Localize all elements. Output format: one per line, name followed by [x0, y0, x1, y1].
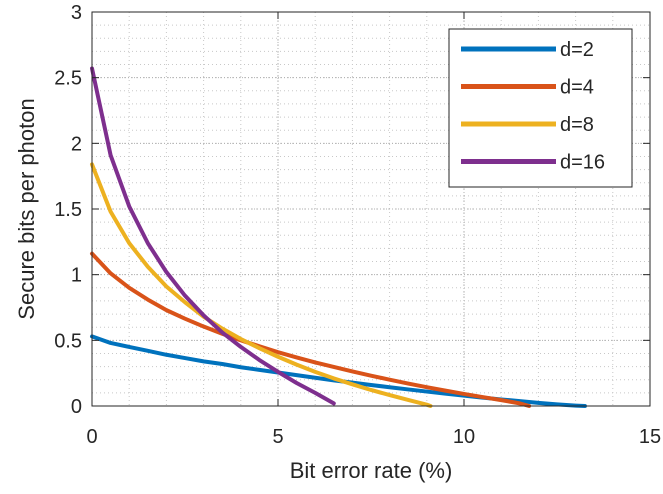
legend-label: d=16: [560, 152, 605, 174]
y-tick-label: 2: [71, 133, 82, 155]
x-tick-labels: 0 5 10 15: [86, 426, 661, 448]
x-tick-label: 10: [453, 426, 475, 448]
legend-label: d=2: [560, 39, 594, 61]
y-tick-label: 0.5: [54, 330, 82, 352]
y-axis-title: Secure bits per photon: [14, 98, 39, 319]
legend: d=2 d=4 d=8 d=16: [448, 28, 633, 188]
series-line-d-16: [90, 66, 336, 406]
x-tick-label: 5: [272, 426, 283, 448]
legend-label: d=8: [560, 114, 594, 136]
x-axis-title: Bit error rate (%): [290, 458, 453, 483]
x-tick-label: 0: [86, 426, 97, 448]
y-tick-label: 1: [71, 265, 82, 287]
series-line-d-4: [90, 251, 532, 408]
legend-label: d=4: [560, 77, 594, 99]
series-line-d-8: [90, 162, 433, 408]
x-tick-label: 15: [639, 426, 661, 448]
y-tick-label: 3: [71, 2, 82, 24]
y-tick-label: 1.5: [54, 199, 82, 221]
series-layer: [90, 66, 587, 408]
y-tick-label: 2.5: [54, 68, 82, 90]
y-tick-labels: 0 0.5 1 1.5 2 2.5 3: [54, 2, 82, 418]
y-tick-label: 0: [71, 396, 82, 418]
ticks: [91, 11, 651, 407]
